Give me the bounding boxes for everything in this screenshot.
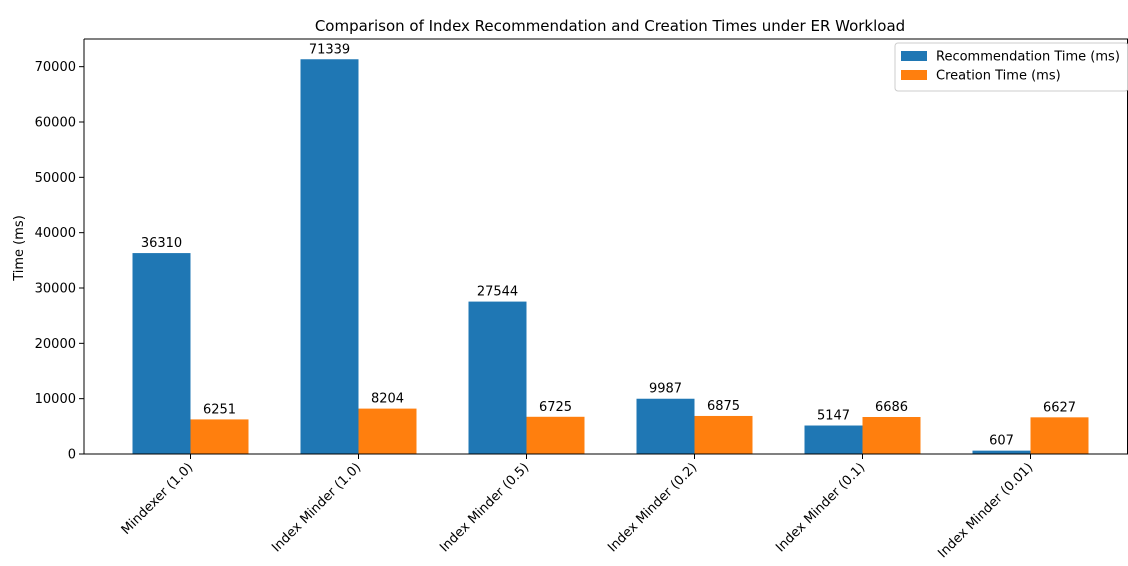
data-label-s1-c1: 8204 xyxy=(371,392,404,407)
bar-s0-c2 xyxy=(468,301,527,454)
bar-s0-c1 xyxy=(300,59,359,454)
bar-s0-c3 xyxy=(636,398,695,454)
y-tick-label-6: 60000 xyxy=(35,116,76,131)
bar-s1-c0 xyxy=(190,419,249,454)
data-label-s1-c5: 6627 xyxy=(1043,400,1076,415)
y-tick-label-0: 0 xyxy=(68,448,76,463)
data-label-s1-c3: 6875 xyxy=(707,399,740,414)
chart-title: Comparison of Index Recommendation and C… xyxy=(315,17,905,35)
x-tick-label-4: Index Minder (0.1) xyxy=(773,460,868,555)
x-tick-label-3: Index Minder (0.2) xyxy=(605,460,700,555)
y-tick-label-2: 20000 xyxy=(35,337,76,352)
x-tick-label-2: Index Minder (0.5) xyxy=(437,460,532,555)
data-label-s1-c2: 6725 xyxy=(539,400,572,415)
x-tick-label-1: Index Minder (1.0) xyxy=(269,460,364,555)
data-label-s1-c4: 6686 xyxy=(875,400,908,415)
bar-s0-c4 xyxy=(804,425,863,454)
data-label-s0-c4: 5147 xyxy=(817,409,850,424)
data-label-s0-c1: 71339 xyxy=(309,42,350,57)
y-tick-label-3: 30000 xyxy=(35,282,76,297)
bar-s0-c5 xyxy=(972,450,1031,454)
y-tick-label-1: 10000 xyxy=(35,392,76,407)
bar-s1-c4 xyxy=(862,417,921,454)
legend-label-0: Recommendation Time (ms) xyxy=(936,50,1120,65)
bar-s1-c2 xyxy=(526,416,585,454)
bar-s1-c5 xyxy=(1030,417,1089,454)
y-axis-label: Time (ms) xyxy=(12,215,27,282)
plot-area: 36310 71339 27544 9987 5147 607 6251 8204 6725 68… xyxy=(35,38,1128,561)
bar-s0-c0 xyxy=(132,253,191,454)
data-label-s0-c0: 36310 xyxy=(141,236,182,251)
data-label-s1-c0: 6251 xyxy=(203,402,236,417)
x-tick-label-0: Mindexer (1.0) xyxy=(119,460,197,538)
bar-s1-c3 xyxy=(694,415,753,454)
bar-s1-c1 xyxy=(358,408,417,454)
x-tick-label-5: Index Minder (0.01) xyxy=(935,460,1036,561)
y-tick-label-7: 70000 xyxy=(35,60,76,75)
y-tick-label-5: 50000 xyxy=(35,171,76,186)
legend-swatch-0 xyxy=(901,51,927,61)
legend-box xyxy=(894,42,1128,92)
y-tick-label-4: 40000 xyxy=(35,226,76,241)
data-label-s0-c3: 9987 xyxy=(649,382,682,397)
legend-label-1: Creation Time (ms) xyxy=(936,69,1061,84)
data-label-s0-c5: 607 xyxy=(989,434,1014,449)
legend: Recommendation Time (ms) Creation Time (m… xyxy=(894,42,1128,92)
legend-swatch-1 xyxy=(901,70,927,80)
data-label-s0-c2: 27544 xyxy=(477,285,518,300)
